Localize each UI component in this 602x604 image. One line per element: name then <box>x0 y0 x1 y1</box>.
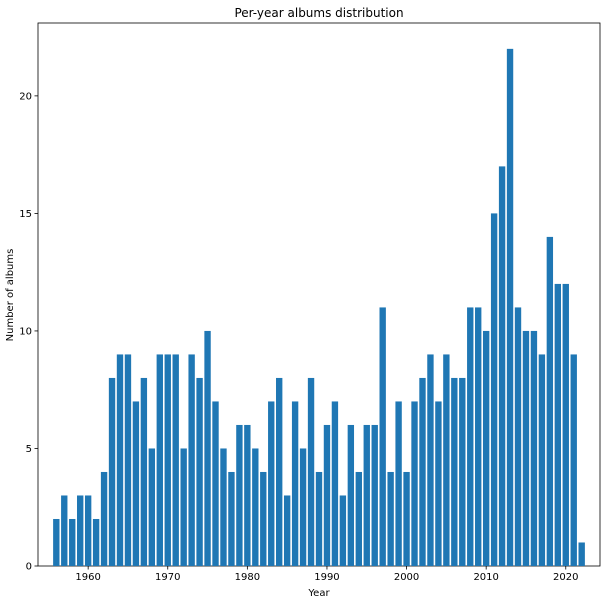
bar-1970 <box>164 354 171 566</box>
bar-2006 <box>451 377 458 566</box>
x-tick-label: 2010 <box>473 572 498 583</box>
x-axis-ticks: 1960 1970 1980 1990 2000 2010 2020 <box>75 566 578 583</box>
bar-1958 <box>69 518 76 566</box>
bar-1993 <box>347 424 355 566</box>
bar-1974 <box>196 377 203 566</box>
bar-1956 <box>53 518 60 566</box>
y-tick-label: 15 <box>19 209 32 220</box>
bar-1985 <box>283 495 291 566</box>
bar-2007 <box>459 377 466 566</box>
bar-1967 <box>140 377 148 566</box>
bar-2008 <box>467 307 474 566</box>
bar-1959 <box>77 495 84 566</box>
bar-1990 <box>323 424 331 566</box>
bar-2003 <box>427 354 434 566</box>
bar-1962 <box>100 471 108 566</box>
bar-2004 <box>435 401 442 566</box>
bar-1976 <box>212 401 219 566</box>
bar-1972 <box>180 448 187 566</box>
bar-2016 <box>530 330 538 566</box>
bar-1977 <box>220 448 227 566</box>
bar-1989 <box>315 471 323 566</box>
y-tick-label: 0 <box>26 562 32 573</box>
x-tick-label: 2020 <box>553 572 578 583</box>
bar-2002 <box>419 377 426 566</box>
x-tick-label: 1990 <box>314 572 339 583</box>
bar-1983 <box>268 401 275 566</box>
bar-1994 <box>355 471 362 566</box>
chart-title: Per-year albums distribution <box>234 6 403 20</box>
bar-1965 <box>124 354 132 566</box>
bar-2017 <box>538 354 546 566</box>
bar-1966 <box>132 401 140 566</box>
bar-1968 <box>148 448 156 566</box>
bar-1992 <box>339 495 347 566</box>
bar-1960 <box>84 495 92 566</box>
bar-1971 <box>172 354 179 566</box>
bar-1975 <box>204 330 211 566</box>
x-tick-label: 1960 <box>75 572 100 583</box>
bar-2011 <box>490 213 498 566</box>
y-tick-label: 20 <box>19 91 32 102</box>
x-tick-label: 2000 <box>394 572 419 583</box>
bar-1998 <box>387 471 394 566</box>
bar-1963 <box>108 377 116 566</box>
bar-2015 <box>522 330 530 566</box>
bar-1980 <box>244 424 251 566</box>
y-tick-label: 5 <box>26 444 32 455</box>
x-axis-label: Year <box>307 588 330 599</box>
bar-2012 <box>498 166 506 566</box>
bar-1999 <box>395 401 402 566</box>
bar-1991 <box>331 401 339 566</box>
bar-1978 <box>228 471 235 566</box>
x-tick-label: 1980 <box>235 572 260 583</box>
bar-2005 <box>443 354 450 566</box>
bar-2013 <box>506 48 514 567</box>
bar-2010 <box>482 330 490 566</box>
bar-2021 <box>570 354 577 566</box>
bar-1957 <box>61 495 68 566</box>
bar-2014 <box>514 307 522 566</box>
bar-2001 <box>411 401 418 566</box>
x-tick-label: 1970 <box>155 572 180 583</box>
bar-1996 <box>371 424 378 566</box>
bar-2000 <box>403 471 410 566</box>
y-axis-label: Number of albums <box>5 249 16 342</box>
bar-1997 <box>379 307 386 566</box>
bars-group <box>53 48 585 567</box>
bar-1987 <box>299 448 307 566</box>
bar-1973 <box>188 354 195 566</box>
bar-1981 <box>252 448 259 566</box>
bar-1988 <box>307 377 315 566</box>
bar-2019 <box>554 283 561 566</box>
bar-2009 <box>475 307 482 566</box>
bar-1979 <box>236 424 243 566</box>
bar-1984 <box>276 377 283 566</box>
bar-1961 <box>92 518 100 566</box>
bar-1964 <box>116 354 124 566</box>
bar-1986 <box>291 401 299 566</box>
bar-2022 <box>578 542 585 566</box>
bar-1995 <box>363 424 370 566</box>
y-axis-ticks: 0 5 10 15 20 <box>19 91 38 573</box>
bar-1969 <box>156 354 163 566</box>
y-tick-label: 10 <box>19 326 32 337</box>
bar-2018 <box>546 236 554 566</box>
bar-2020 <box>562 283 569 566</box>
bar-1982 <box>260 471 267 566</box>
